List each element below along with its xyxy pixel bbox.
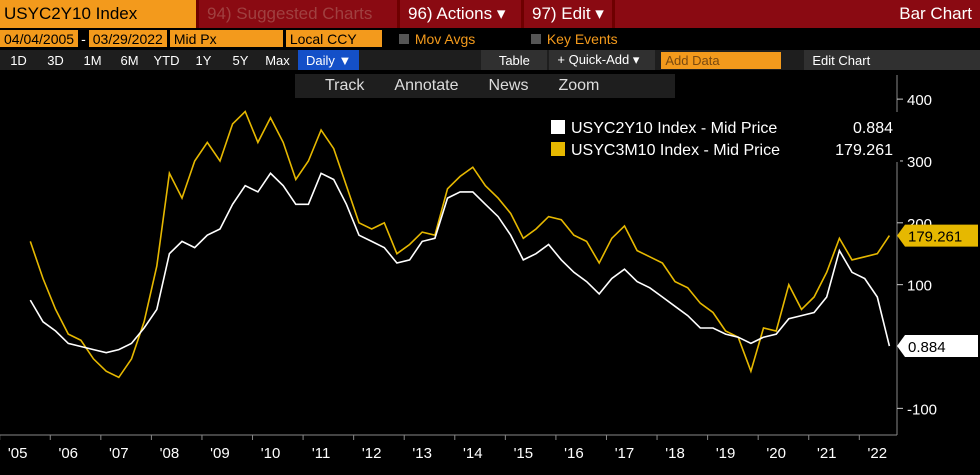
frequency[interactable]: Daily ▼ (298, 50, 360, 70)
value-flag-label: 179.261 (908, 229, 962, 246)
legend-box (540, 112, 900, 162)
add-data[interactable]: Add Data (661, 51, 782, 69)
settings-bar: 04/04/2005 - 03/29/2022 Mid Px Local CCY… (0, 29, 980, 48)
x-tick-label: '06 (58, 445, 78, 462)
actions[interactable]: 96) Actions ▾ (400, 0, 521, 28)
currency[interactable]: Local CCY (285, 30, 382, 47)
x-tick-label: '11 (312, 445, 330, 462)
x-tick-label: '20 (766, 445, 786, 462)
x-tick-label: '13 (412, 445, 432, 462)
y-tick-label: 300 (907, 154, 932, 171)
range-button[interactable]: 5Y (232, 52, 249, 68)
x-tick-label: '16 (564, 445, 584, 462)
legend-label: USYC2Y10 Index - Mid Price (571, 120, 777, 137)
y-tick-label: -100 (907, 401, 937, 418)
x-tick-label: '10 (261, 445, 281, 462)
tool-button[interactable]: News (488, 77, 529, 94)
value-flag-label: 0.884 (908, 339, 946, 356)
edit[interactable]: 97) Edit ▾ (524, 0, 612, 28)
legend-label: USYC3M10 Index - Mid Price (571, 142, 780, 159)
edit-chart[interactable]: Edit Chart (804, 50, 980, 70)
range-button[interactable]: 6M (120, 52, 139, 68)
x-tick-label: '18 (665, 445, 685, 462)
legend-swatch (551, 120, 565, 134)
x-tick-label: '17 (615, 445, 635, 462)
start-date[interactable]: 04/04/2005 (0, 30, 79, 47)
checkbox[interactable] (530, 33, 541, 44)
x-tick-label: '21 (817, 445, 837, 462)
x-tick-label: '05 (8, 445, 28, 462)
range-button[interactable]: 1M (83, 52, 102, 68)
x-tick-label: '09 (210, 445, 230, 462)
x-tick-label: '22 (868, 445, 888, 462)
range-button[interactable]: 1Y (195, 52, 212, 68)
value-flag (897, 224, 978, 247)
x-tick-label: '12 (362, 445, 382, 462)
field[interactable]: Mid Px (169, 30, 283, 47)
x-tick-label: '19 (716, 445, 736, 462)
x-tick-label: '15 (514, 445, 534, 462)
x-tick-label: '08 (160, 445, 180, 462)
quick-add[interactable]: + Quick-Add ▾ (549, 50, 656, 70)
range-button[interactable]: YTD (153, 52, 180, 68)
legend-swatch (551, 142, 565, 156)
checkbox[interactable] (398, 33, 409, 44)
dash: - (81, 30, 86, 47)
range-bar: 1D 3D 1M 6M YTD 1Y 5Y Max Daily ▼ Table + Quick-Ad… (0, 50, 980, 70)
series-line (29, 172, 891, 354)
x-tick-label: '07 (109, 445, 129, 462)
range-button[interactable]: 1D (10, 52, 27, 68)
y-tick-label: 400 (907, 92, 932, 109)
ticker[interactable]: USYC2Y10 Index (0, 0, 196, 28)
tool-bar: Track Annotate News Zoom (295, 74, 675, 98)
tool-button[interactable]: Zoom (558, 77, 600, 94)
suggested[interactable]: 94) Suggested Charts (199, 0, 397, 28)
title-bar: USYC2Y10 Index 94) Suggested Charts 96) … (0, 0, 980, 28)
x-tick-label: '14 (463, 445, 483, 462)
legend-value: 179.261 (835, 142, 893, 159)
table[interactable]: Table (481, 50, 548, 70)
end-date[interactable]: 03/29/2022 (88, 30, 167, 47)
mov-avgs[interactable]: Mov Avgs (414, 30, 476, 47)
tool-button[interactable]: Annotate (394, 77, 459, 94)
value-flag (897, 334, 978, 357)
series-line (29, 110, 891, 379)
mode: Bar Chart (615, 0, 980, 28)
y-tick-label: 100 (907, 278, 932, 295)
range-button[interactable]: Max (265, 52, 290, 68)
range-button[interactable]: 3D (47, 52, 64, 68)
legend-value: 0.884 (853, 120, 893, 137)
key-events[interactable]: Key Events (546, 30, 618, 47)
legend: USYC2Y10 Index - Mid Price 0.884 USYC3M10 … (540, 112, 900, 162)
tool-button[interactable]: Track (325, 77, 365, 94)
